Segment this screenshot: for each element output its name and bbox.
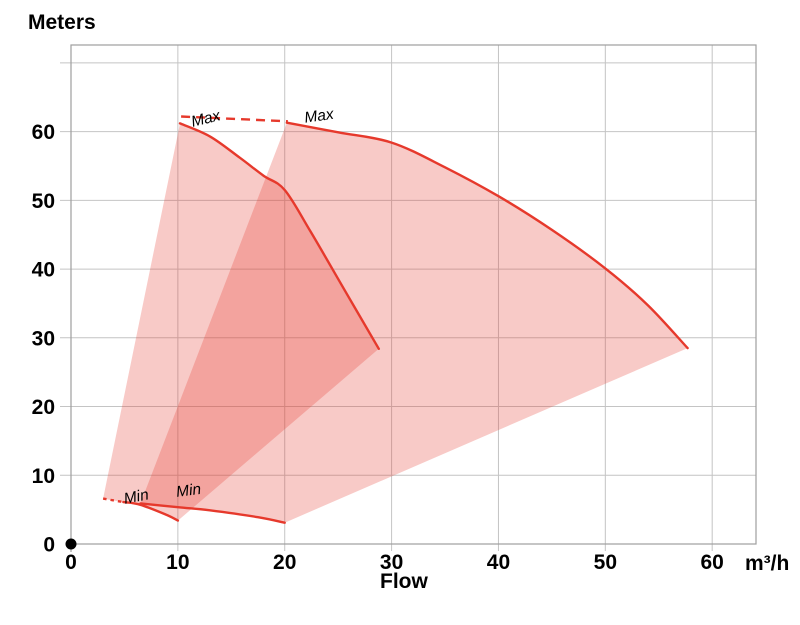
x-axis-unit: m³/h xyxy=(745,552,790,575)
annotation-max-0: Max xyxy=(190,107,224,131)
plot-border xyxy=(70,44,757,545)
x-tick-label-0: 0 xyxy=(65,551,77,574)
pump2-envelope xyxy=(140,122,688,523)
pump1-min-curve xyxy=(122,500,180,522)
pump2-max-curve xyxy=(285,121,689,350)
y-tick-label-40: 40 xyxy=(32,259,55,282)
x-tick-label-60: 60 xyxy=(701,551,724,574)
x-tick-label-40: 40 xyxy=(487,551,510,574)
max-speed-connector xyxy=(181,115,288,123)
pump1-max-curve xyxy=(178,122,380,350)
y-tick-label-10: 10 xyxy=(32,465,55,488)
annotation-min-2: Min xyxy=(122,486,150,507)
y-tick-label-50: 50 xyxy=(32,190,55,213)
y-tick-label-60: 60 xyxy=(32,121,55,144)
y-tick-label-20: 20 xyxy=(32,396,55,419)
annotation-max-1: Max xyxy=(303,106,336,127)
x-tick-label-50: 50 xyxy=(594,551,617,574)
x-tick-label-10: 10 xyxy=(166,551,189,574)
y-axis-title: Meters xyxy=(28,11,96,34)
x-tick-label-30: 30 xyxy=(380,551,403,574)
origin-dot xyxy=(65,538,77,550)
pump1-min-dashed-lead xyxy=(102,497,124,504)
pump1-envelope xyxy=(103,123,379,521)
x-tick-label-20: 20 xyxy=(273,551,296,574)
pump2-min-curve xyxy=(139,502,286,524)
y-tick-label-0: 0 xyxy=(43,534,55,557)
annotation-min-3: Min xyxy=(175,481,202,501)
x-axis-label: Flow xyxy=(380,570,428,593)
y-tick-label-30: 30 xyxy=(32,327,55,350)
